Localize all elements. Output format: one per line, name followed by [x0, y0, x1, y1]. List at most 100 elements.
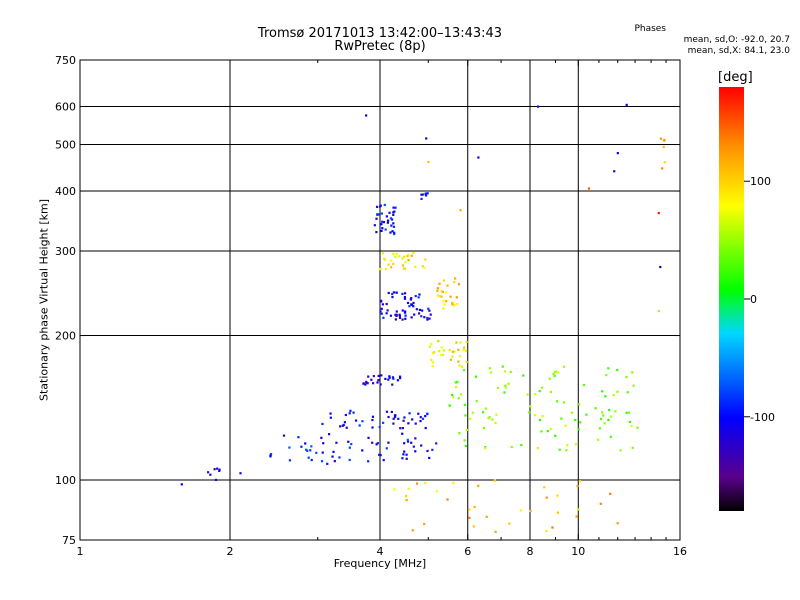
data-point [394, 318, 398, 321]
data-point [439, 295, 442, 298]
data-point [463, 439, 466, 442]
data-point [421, 265, 424, 268]
data-point [445, 291, 448, 294]
data-point [453, 350, 456, 353]
data-point [574, 418, 577, 422]
data-point [404, 494, 408, 498]
data-point [383, 257, 386, 260]
data-point [636, 426, 639, 429]
data-point [381, 303, 384, 306]
data-point [401, 257, 404, 260]
data-point [382, 221, 386, 224]
data-point [484, 447, 487, 450]
data-point [394, 255, 397, 259]
data-point [377, 374, 380, 378]
data-point [371, 426, 374, 429]
data-point [370, 378, 373, 381]
y-tick-label: 600 [55, 101, 76, 114]
data-point [424, 426, 427, 430]
data-point [424, 192, 427, 195]
data-point [442, 299, 445, 302]
data-point [529, 509, 532, 513]
data-point [625, 103, 628, 106]
data-point [487, 417, 490, 420]
data-point [455, 296, 458, 299]
data-point [456, 303, 459, 306]
data-point [404, 317, 407, 320]
data-point [387, 441, 390, 444]
data-point [462, 348, 465, 352]
data-point [578, 403, 581, 406]
data-point [426, 412, 429, 415]
data-point [603, 422, 606, 425]
data-point [403, 297, 407, 300]
data-point [394, 206, 397, 209]
colorbar [719, 87, 744, 511]
data-point [657, 309, 660, 313]
data-point [392, 225, 396, 228]
x-tick-label: 1 [77, 545, 84, 558]
data-point [380, 374, 383, 377]
data-point [391, 292, 394, 296]
data-point [352, 411, 355, 414]
data-point [405, 453, 408, 456]
data-point [395, 252, 398, 256]
data-point [562, 401, 566, 404]
data-point [321, 451, 324, 454]
data-point [488, 367, 491, 370]
data-point [397, 417, 400, 420]
data-point [386, 219, 390, 222]
data-point [367, 436, 370, 439]
data-point [392, 417, 395, 420]
data-point [453, 280, 456, 284]
data-point [206, 471, 210, 474]
data-point [437, 339, 440, 343]
data-point [428, 456, 431, 460]
data-point [465, 349, 468, 352]
data-point [436, 287, 440, 290]
data-point [557, 371, 560, 374]
data-point [389, 259, 392, 262]
data-point [406, 301, 410, 305]
data-point [306, 449, 309, 452]
data-point [403, 442, 406, 445]
data-point [407, 422, 410, 425]
data-point [454, 381, 458, 384]
data-point [379, 310, 382, 313]
data-point [632, 384, 635, 387]
data-point [381, 220, 384, 223]
data-point [579, 421, 582, 424]
data-point [553, 370, 557, 374]
data-point [421, 193, 424, 196]
data-point [392, 377, 395, 380]
x-tick-label: 16 [673, 545, 687, 558]
data-point [392, 422, 395, 425]
data-point [613, 170, 616, 173]
data-point [399, 427, 402, 430]
data-point [602, 414, 605, 417]
data-point [342, 423, 345, 427]
data-point [403, 255, 406, 258]
data-point [426, 449, 429, 453]
data-point [321, 422, 324, 426]
data-point [616, 390, 619, 393]
data-point [329, 412, 332, 415]
data-point [391, 218, 394, 221]
data-point [403, 311, 407, 314]
data-point [560, 417, 563, 420]
data-point [269, 453, 273, 456]
data-point [392, 211, 395, 214]
data-point [418, 308, 421, 312]
data-point [402, 453, 405, 456]
data-point [527, 411, 531, 414]
data-point [426, 318, 429, 321]
data-point [390, 266, 393, 269]
x-tick-label: 8 [527, 545, 534, 558]
data-point [481, 411, 485, 414]
data-point [383, 203, 386, 207]
data-point [213, 468, 216, 471]
data-point [407, 487, 410, 490]
data-point [412, 445, 415, 448]
data-point [503, 370, 506, 373]
data-point [403, 296, 407, 299]
